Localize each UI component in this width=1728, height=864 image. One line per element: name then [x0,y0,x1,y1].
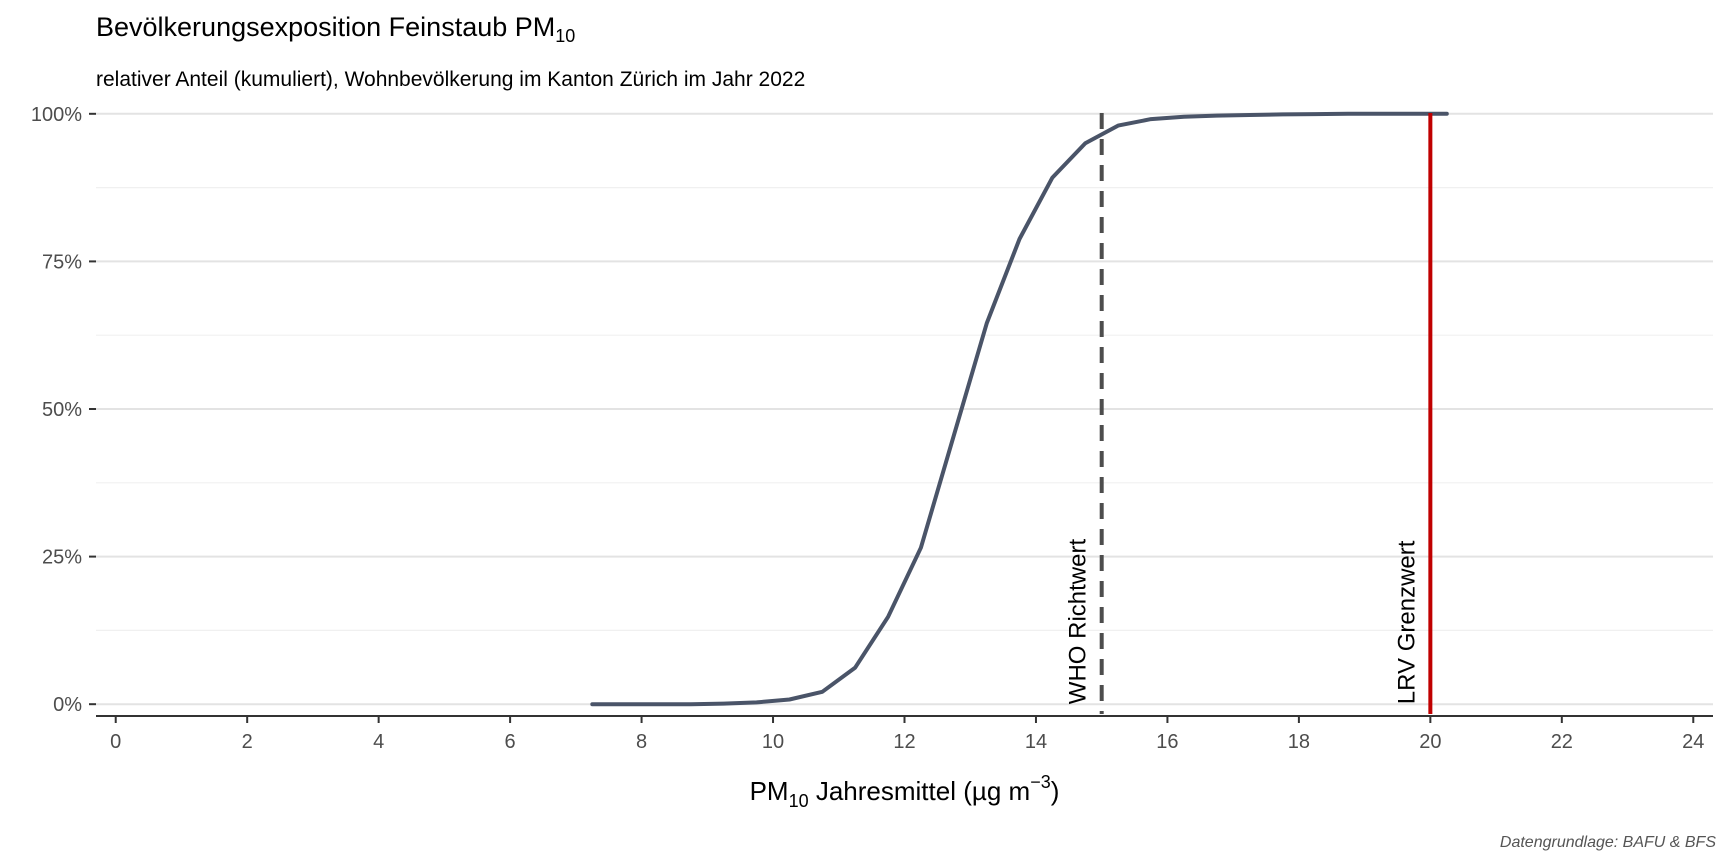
x-tick-label: 12 [893,731,915,753]
chart-caption: Datengrundlage: BAFU & BFS [1499,834,1716,851]
y-tick-label: 100% [31,104,82,126]
chart-axes: 0%25%50%75%100%0 2 4 6 8 10 12 14 16 18 20 22 24 [31,104,1713,753]
x-axis-title: PM10 Jahresmittel (µg m−3) [750,772,1060,811]
x-tick-label: 0 [110,731,121,753]
reference-line-label: LRV Grenzwert [1393,540,1420,704]
y-tick-label: 50% [42,399,82,421]
chart-reference-layer: WHO Richtwert LRV Grenzwert [1065,113,1433,714]
x-tick-label: 2 [242,731,253,753]
y-tick-label: 0% [53,694,82,716]
x-tick-label: 4 [373,731,384,753]
chart-title: Bevölkerungsexposition Feinstaub PM10 [96,12,576,46]
x-tick-label: 20 [1419,731,1441,753]
reference-line-label: WHO Richtwert [1065,539,1092,705]
x-tick-label: 8 [636,731,647,753]
x-tick-label: 16 [1156,731,1178,753]
x-tick-label: 6 [505,731,516,753]
chart-gridlines [96,112,1713,706]
x-tick-label: 22 [1551,731,1573,753]
x-tick-label: 18 [1288,731,1310,753]
y-tick-label: 25% [42,547,82,569]
x-tick-label: 24 [1682,731,1704,753]
y-tick-label: 75% [42,251,82,273]
series-line [590,111,1449,707]
x-tick-label: 10 [762,731,784,753]
chart-series-layer [590,111,1449,707]
chart-subtitle: relativer Anteil (kumuliert), Wohnbevölk… [96,68,806,91]
x-tick-label: 14 [1025,731,1047,753]
